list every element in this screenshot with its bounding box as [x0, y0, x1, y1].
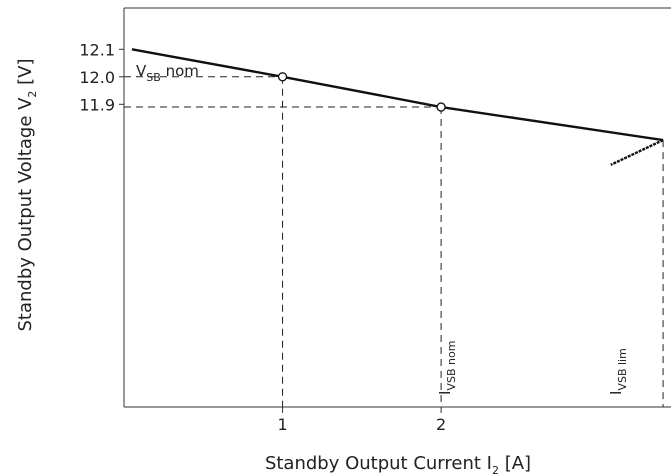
y-tick-label-1: 12.1: [79, 40, 115, 59]
xlabel-main: Standby Output Current I: [265, 453, 492, 474]
xlabel-unit: [A]: [499, 453, 531, 474]
foldback-line: [610, 138, 664, 166]
y-tick-label-2: 12.0: [79, 68, 115, 87]
vsb-nom-tail: nom: [161, 62, 199, 80]
marker-1: [277, 72, 288, 82]
vsb-nom-sub: SB: [146, 71, 161, 84]
ivsb-lim-main: I: [607, 391, 625, 395]
plot-frame: [123, 7, 671, 408]
ylabel-main: Standby Output Voltage V: [15, 97, 36, 332]
series-group: [131, 48, 664, 166]
x-tick-label-1: 1: [277, 415, 287, 434]
ivsb-nom-main: I: [436, 391, 454, 395]
xlabel-sub: 2: [492, 464, 499, 476]
ylabel-unit: [V]: [15, 58, 36, 90]
y-axis-title: Standby Output Voltage V2 [V]: [15, 58, 39, 331]
ivsb-lim-sub: VSB lim: [616, 348, 629, 390]
ivsb-nom-label: IVSB nom: [436, 341, 458, 395]
ylabel-sub: 2: [26, 91, 39, 98]
y-ticks: 12.1 12.0 11.9: [79, 40, 124, 114]
vsb-nom-main: V: [136, 62, 147, 80]
markers-group: [277, 72, 446, 112]
series-line: [131, 48, 664, 142]
y-tick-label-3: 11.9: [79, 95, 115, 114]
x-tick-label-2: 2: [436, 415, 446, 434]
x-axis-title: Standby Output Current I2 [A]: [265, 453, 531, 476]
marker-2: [436, 102, 446, 112]
vsb-nom-label: VSB nom: [136, 62, 199, 84]
ivsb-lim-label: IVSB lim: [607, 348, 629, 395]
ivsb-nom-sub: VSB nom: [445, 341, 458, 391]
guide-lines: [124, 76, 664, 407]
